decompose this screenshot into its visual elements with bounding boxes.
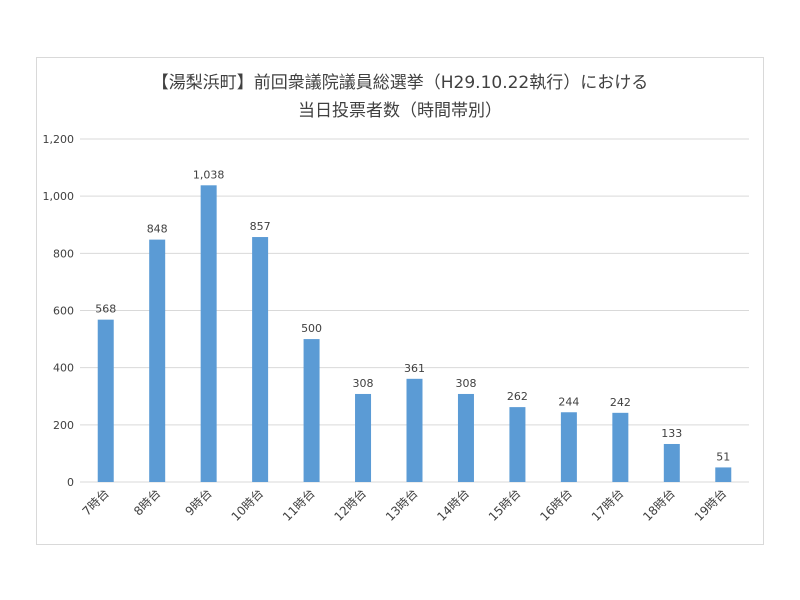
bar xyxy=(303,339,320,482)
bar xyxy=(355,393,372,482)
bar xyxy=(560,412,577,482)
y-tick-label: 200 xyxy=(53,419,74,432)
y-tick-label: 0 xyxy=(67,476,74,489)
data-label: 361 xyxy=(404,362,425,375)
x-tick-label: 9時台 xyxy=(182,486,215,519)
data-label: 51 xyxy=(716,450,730,463)
y-axis-ticks: 0 200 400 600 800 1,000 1,200 xyxy=(43,133,75,489)
bar xyxy=(149,239,166,482)
bar xyxy=(406,378,423,482)
bar xyxy=(200,185,217,482)
data-label: 308 xyxy=(455,377,476,390)
x-tick-label: 10時台 xyxy=(228,486,266,524)
bar xyxy=(663,443,680,482)
bar xyxy=(509,407,526,482)
x-tick-label: 8時台 xyxy=(130,486,163,519)
data-label: 262 xyxy=(507,390,528,403)
y-tick-label: 1,000 xyxy=(43,190,75,203)
x-tick-label: 14時台 xyxy=(434,486,472,524)
chart-title: 【湯梨浜町】前回衆議院議員総選挙（H29.10.22執行）における xyxy=(151,73,649,93)
x-tick-label: 18時台 xyxy=(640,486,678,524)
data-label: 308 xyxy=(353,377,374,390)
data-label: 1,038 xyxy=(193,168,225,181)
y-tick-label: 600 xyxy=(53,305,74,318)
x-tick-label: 13時台 xyxy=(382,486,420,524)
data-label: 848 xyxy=(147,223,168,236)
y-tick-label: 400 xyxy=(53,362,74,375)
x-tick-label: 12時台 xyxy=(331,486,369,524)
data-label: 568 xyxy=(95,303,116,316)
gridlines xyxy=(80,138,749,483)
data-label: 244 xyxy=(558,395,579,408)
data-label: 857 xyxy=(250,220,271,233)
x-tick-label: 15時台 xyxy=(485,486,523,524)
x-tick-label: 16時台 xyxy=(537,486,575,524)
bar xyxy=(252,237,269,482)
data-label: 242 xyxy=(610,396,631,409)
y-tick-label: 1,200 xyxy=(43,133,75,146)
x-tick-label: 19時台 xyxy=(691,486,729,524)
x-tick-label: 7時台 xyxy=(79,486,112,519)
data-label: 133 xyxy=(661,427,682,440)
x-tick-label: 11時台 xyxy=(279,486,317,524)
bar xyxy=(715,467,732,482)
bar xyxy=(97,319,114,482)
chart-subtitle: 当日投票者数（時間帯別） xyxy=(298,101,502,121)
data-label: 500 xyxy=(301,322,322,335)
bar xyxy=(457,393,474,482)
bars xyxy=(97,185,732,482)
data-labels: 568 848 1,038 857 500 308 361 308 262 244 242 133 51 xyxy=(95,168,730,463)
x-axis-ticks: 7時台 8時台 9時台 10時台 11時台 12時台 13時台 14時台 15時台 16時台 17時… xyxy=(79,486,730,524)
bar xyxy=(612,412,629,482)
y-tick-label: 800 xyxy=(53,247,74,260)
x-tick-label: 17時台 xyxy=(588,486,626,524)
